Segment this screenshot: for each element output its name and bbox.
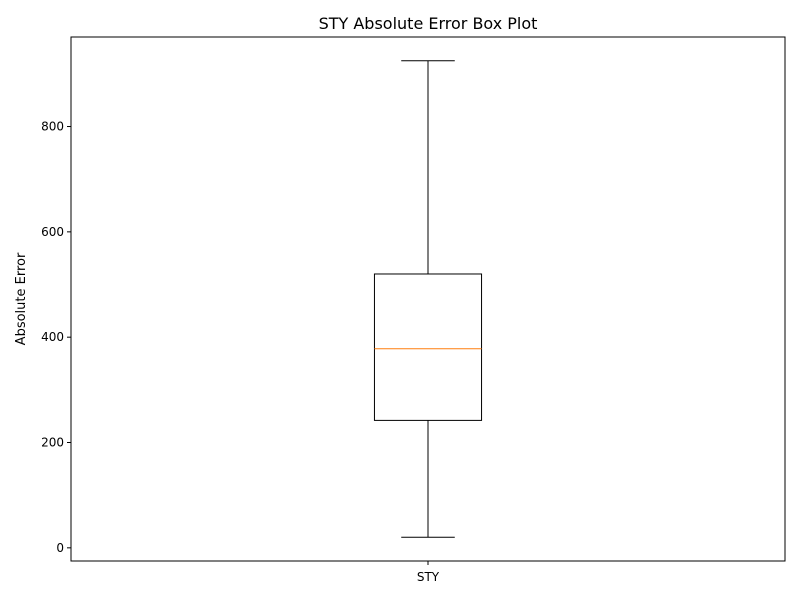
y-tick-label: 200 (41, 436, 64, 450)
y-tick-label: 400 (41, 330, 64, 344)
x-tick-label: STY (417, 570, 440, 584)
axes-frame (70, 36, 786, 562)
chart-title: STY Absolute Error Box Plot (319, 14, 538, 33)
y-axis-label: Absolute Error (14, 252, 29, 345)
y-tick-label: 600 (41, 225, 64, 239)
plot-area: 0 200 400 600 800 STY (41, 60, 483, 584)
y-tick-label: 800 (41, 120, 64, 134)
iqr-box (373, 273, 483, 421)
y-tick-label: 0 (56, 541, 64, 555)
